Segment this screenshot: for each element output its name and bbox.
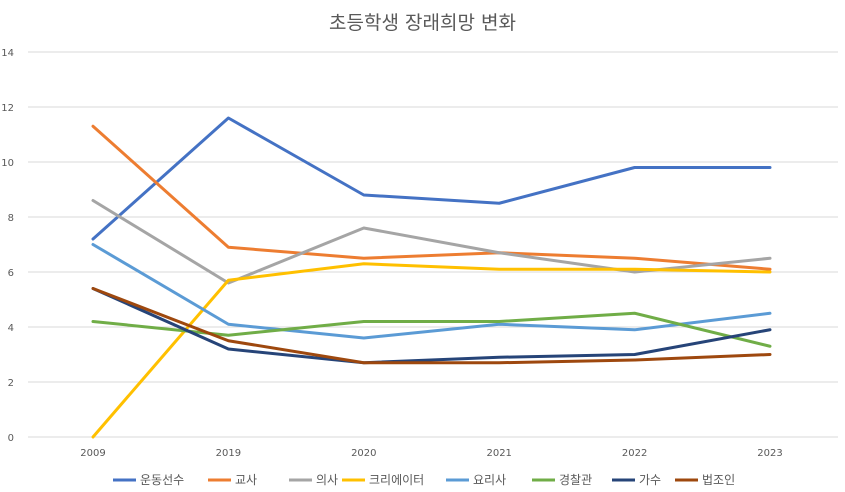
x-tick-label: 2020	[351, 448, 376, 459]
series-line-4	[91, 243, 772, 340]
x-tick-label: 2019	[216, 448, 241, 459]
y-tick-label: 4	[8, 323, 14, 334]
legend-label: 의사	[316, 473, 338, 487]
y-axis: 0 2 4 6 8 10 12 14	[1, 48, 14, 444]
x-tick-label: 2021	[486, 448, 511, 459]
y-tick-label: 10	[1, 158, 14, 169]
series-line-3	[91, 262, 772, 439]
legend-item: 크리에이터	[342, 473, 424, 487]
legend-label: 운동선수	[140, 473, 184, 487]
x-tick-label: 2009	[80, 448, 105, 459]
legend-item: 법조인	[675, 473, 735, 487]
series-line-7	[91, 287, 772, 365]
y-tick-label: 14	[1, 48, 14, 59]
series-line-0	[91, 116, 772, 241]
legend: 운동선수 교사 의사 크리에이터 요리사 경찰관 가수 법조인	[113, 473, 735, 487]
legend-label: 교사	[235, 473, 257, 487]
y-tick-label: 2	[8, 378, 14, 389]
legend-item: 가수	[612, 473, 661, 487]
x-axis: 2009 2019 2020 2021 2022 2023	[80, 448, 782, 459]
y-tick-label: 6	[8, 268, 14, 279]
legend-label: 크리에이터	[369, 473, 424, 487]
legend-item: 교사	[208, 473, 257, 487]
series-line-6	[91, 287, 772, 365]
legend-label: 가수	[639, 473, 661, 487]
legend-label: 요리사	[473, 473, 506, 487]
series-line-1	[91, 124, 772, 271]
legend-item: 요리사	[446, 473, 506, 487]
series-lines	[91, 116, 772, 439]
y-tick-label: 0	[8, 433, 14, 444]
y-tick-label: 12	[1, 103, 14, 114]
y-tick-label: 8	[8, 213, 14, 224]
legend-item: 의사	[289, 473, 338, 487]
x-tick-label: 2023	[757, 448, 782, 459]
legend-item: 운동선수	[113, 473, 184, 487]
legend-label: 경찰관	[559, 473, 592, 487]
legend-label: 법조인	[702, 473, 735, 487]
gridlines	[28, 51, 838, 438]
x-tick-label: 2022	[622, 448, 647, 459]
chart-title: 초등학생 장래희망 변화	[329, 12, 516, 34]
legend-item: 경찰관	[532, 473, 592, 487]
